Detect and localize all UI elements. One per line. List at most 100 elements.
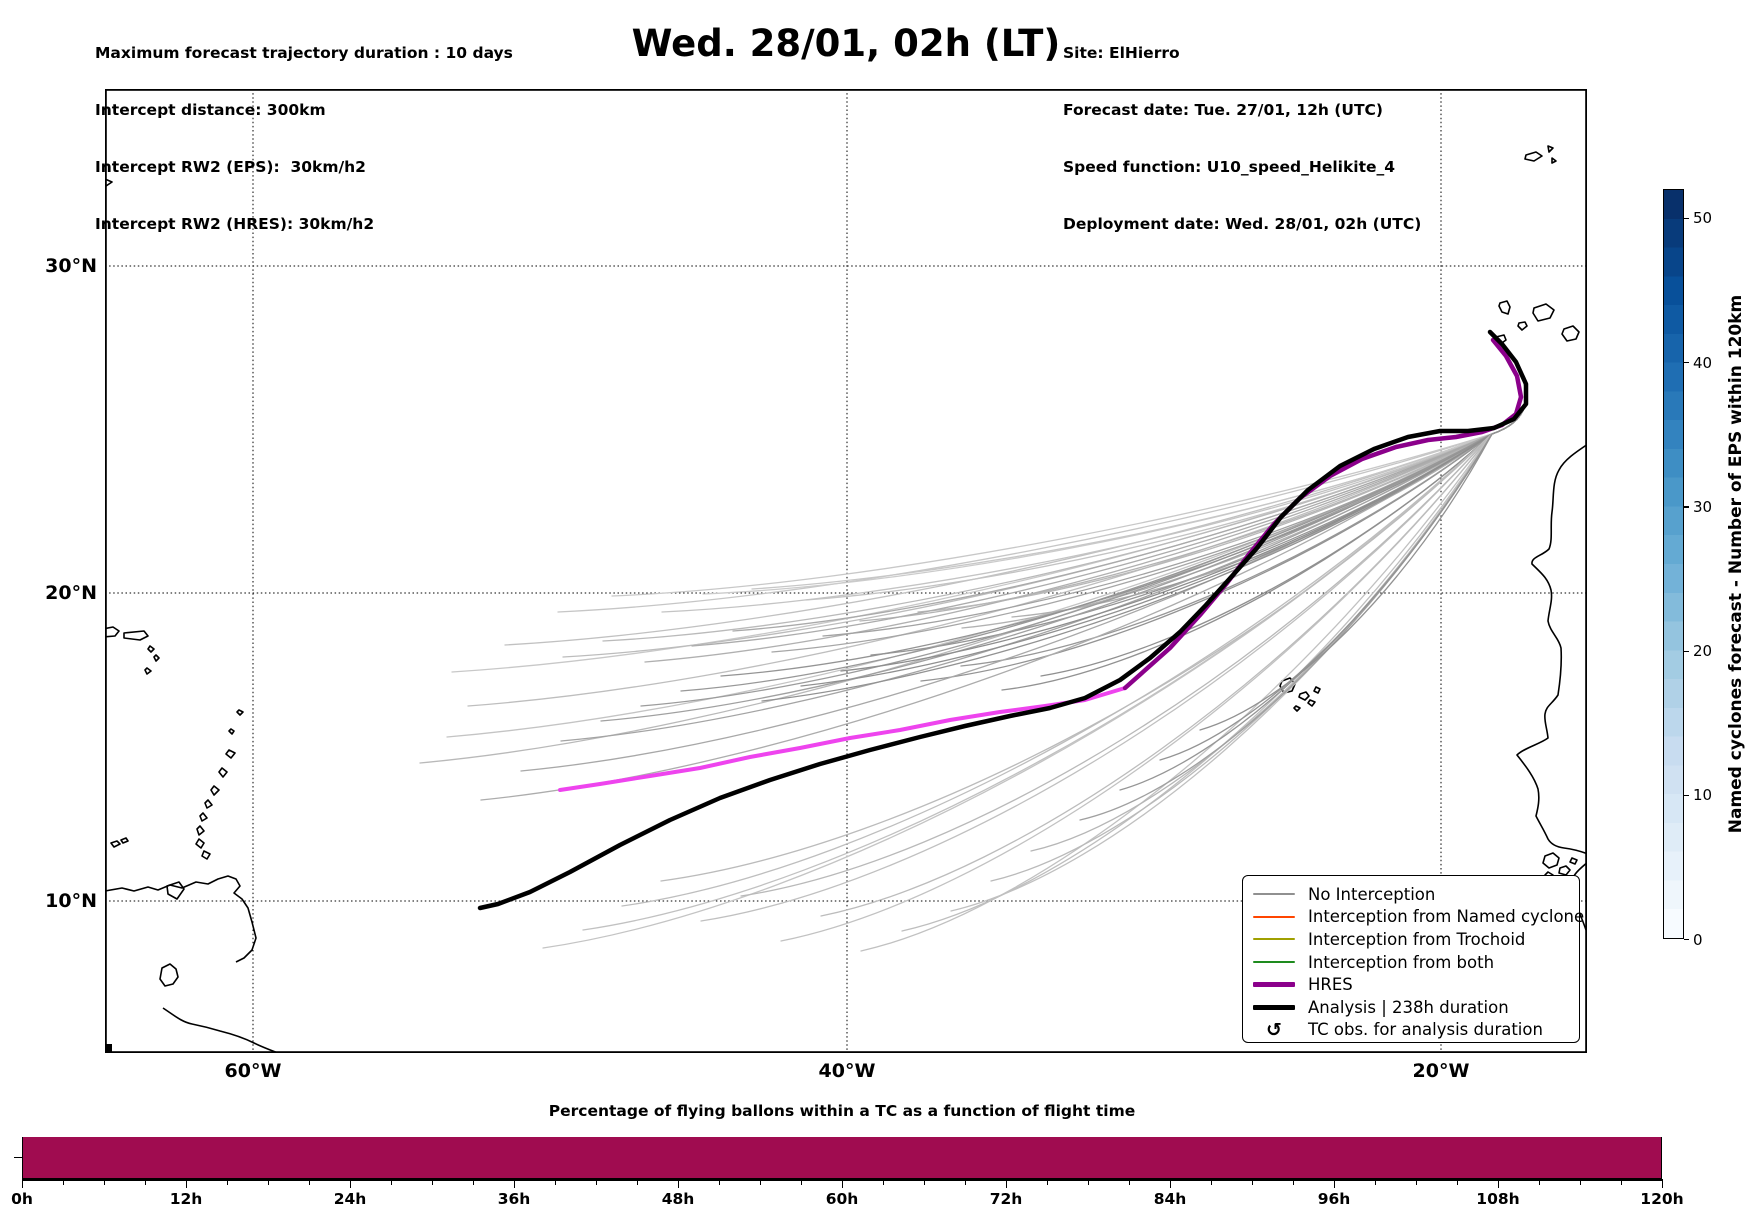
bottom-chart-major-tick xyxy=(22,1180,24,1188)
header-left-line: Intercept RW2 (EPS): 30km/h2 xyxy=(95,158,366,176)
header-left-line: Intercept RW2 (HRES): 30km/h2 xyxy=(95,215,375,233)
colorbar-tickmark xyxy=(1684,650,1689,652)
header-left-line: Maximum forecast trajectory duration : 1… xyxy=(95,44,513,62)
lat-tick-label: 10°N xyxy=(45,890,97,912)
legend-row: HRES xyxy=(1253,973,1567,996)
colorbar-tick-label: 0 xyxy=(1693,930,1703,949)
eps-member-trajectory xyxy=(740,339,1527,897)
legend-line-swatch xyxy=(1253,938,1295,941)
legend-line xyxy=(1253,961,1295,964)
bottom-chart-ytick xyxy=(14,1157,22,1159)
bottom-chart-major-tick xyxy=(1662,1180,1664,1188)
analysis-track xyxy=(477,329,1529,911)
header-right-line: Site: ElHierro xyxy=(1063,44,1180,62)
header-right-line: Deployment date: Wed. 28/01, 02h (UTC) xyxy=(1063,215,1422,233)
eps-member-trajectory xyxy=(870,339,1527,656)
map-frame xyxy=(105,89,1587,1053)
islands-puerto-rico xyxy=(105,626,160,675)
bottom-chart-minor-tick xyxy=(145,1180,147,1185)
bottom-chart-minor-tick xyxy=(1416,1180,1418,1185)
bottom-chart-minor-tick xyxy=(965,1180,967,1185)
colorbar-tickmark xyxy=(1684,217,1689,220)
bottom-chart-bar xyxy=(22,1137,1662,1179)
islands-small-dots xyxy=(228,709,244,735)
colorbar-tickmark xyxy=(1684,506,1689,508)
colorbar-tick-label: 10 xyxy=(1693,786,1713,805)
bottom-chart-tick-label: 0h xyxy=(11,1190,33,1208)
legend-label: HRES xyxy=(1308,975,1353,995)
bottom-chart-minor-tick xyxy=(801,1180,803,1185)
bottom-chart-minor-tick xyxy=(1580,1180,1582,1185)
legend-label: Interception from both xyxy=(1308,952,1495,972)
eps-member-trajectory xyxy=(542,339,1527,949)
legend-line xyxy=(1253,893,1295,896)
bottom-chart-axis xyxy=(22,1179,1663,1181)
island-tenerife xyxy=(1532,303,1555,322)
bottom-chart-tick-label: 108h xyxy=(1476,1190,1520,1208)
eps-member-trajectory xyxy=(780,339,1527,942)
lat-tick-label: 30°N xyxy=(45,255,97,277)
bottom-chart-minor-tick xyxy=(1539,1180,1541,1185)
bottom-chart-tick-label: 60h xyxy=(825,1190,859,1208)
legend-row: ↺ TC obs. for analysis duration xyxy=(1253,1019,1567,1042)
bottom-chart-minor-tick xyxy=(719,1180,721,1185)
bottom-chart-tick-label: 12h xyxy=(169,1190,203,1208)
eps-member-trajectory xyxy=(560,339,1527,742)
venezuela-lake xyxy=(159,963,179,987)
bottom-chart-tick-label: 96h xyxy=(1317,1190,1351,1208)
legend-row: Analysis | 238h duration xyxy=(1253,996,1567,1019)
bottom-chart-minor-tick xyxy=(1621,1180,1623,1185)
eps-member-trajectory xyxy=(1079,339,1527,821)
eps-member-trajectory xyxy=(600,339,1527,722)
coast-venezuela xyxy=(105,875,257,963)
bottom-chart-major-tick xyxy=(186,1180,188,1188)
lat-tick-label: 20°N xyxy=(45,582,97,604)
bottom-chart-major-tick xyxy=(514,1180,516,1188)
islands-abc xyxy=(110,837,129,848)
bottom-chart-minor-tick xyxy=(1375,1180,1377,1185)
legend-line-swatch xyxy=(1253,915,1295,918)
bottom-chart-major-tick xyxy=(842,1180,844,1188)
bottom-chart-minor-tick xyxy=(883,1180,885,1185)
figure-title: Wed. 28/01, 02h (LT) xyxy=(631,22,1061,65)
eps-member-trajectory xyxy=(582,339,1527,931)
island-la-gomera xyxy=(1517,321,1528,331)
colorbar-tickmark xyxy=(1684,362,1689,364)
bottom-chart-minor-tick xyxy=(473,1180,475,1185)
legend-row: No Interception xyxy=(1253,883,1567,906)
lon-tick-label: 40°W xyxy=(818,1060,876,1082)
bottom-chart-minor-tick xyxy=(268,1180,270,1185)
bottom-chart-major-tick xyxy=(350,1180,352,1188)
bottom-chart-minor-tick xyxy=(1047,1180,1049,1185)
island-la-palma xyxy=(1498,300,1511,315)
legend-row: Interception from Named cyclone xyxy=(1253,906,1584,929)
legend-line-swatch xyxy=(1253,893,1295,896)
map-legend: No Interception Interception from Named c… xyxy=(1242,875,1584,1043)
bottom-chart-tick-label: 72h xyxy=(989,1190,1023,1208)
main-trajectories xyxy=(477,329,1529,911)
trajectory-map xyxy=(105,89,1587,1053)
bottom-chart-minor-tick xyxy=(1129,1180,1131,1185)
bottom-chart-tick-label: 84h xyxy=(1153,1190,1187,1208)
bottom-chart-minor-tick xyxy=(309,1180,311,1185)
colorbar-tickmark xyxy=(1684,794,1689,797)
legend-line xyxy=(1253,938,1295,941)
legend-label: Interception from Named cyclone xyxy=(1308,907,1585,927)
header-left-line: Intercept distance: 300km xyxy=(95,101,326,119)
legend-row: Interception from Trochoid xyxy=(1253,928,1567,951)
bottom-chart-minor-tick xyxy=(1252,1180,1254,1185)
bottom-chart-minor-tick xyxy=(227,1180,229,1185)
bottom-chart-title: Percentage of flying ballons within a TC… xyxy=(548,1102,1136,1120)
bottom-chart-minor-tick xyxy=(63,1180,65,1185)
lon-tick-label: 60°W xyxy=(224,1060,282,1082)
bottom-chart-minor-tick xyxy=(555,1180,557,1185)
bottom-chart-minor-tick xyxy=(596,1180,598,1185)
legend-line xyxy=(1253,982,1295,988)
bottom-chart-minor-tick xyxy=(1293,1180,1295,1185)
bottom-chart-minor-tick xyxy=(637,1180,639,1185)
colorbar xyxy=(1663,189,1684,939)
island-gran-canaria xyxy=(1561,325,1580,342)
legend-line xyxy=(1253,915,1295,918)
bottom-chart-major-tick xyxy=(1334,1180,1336,1188)
